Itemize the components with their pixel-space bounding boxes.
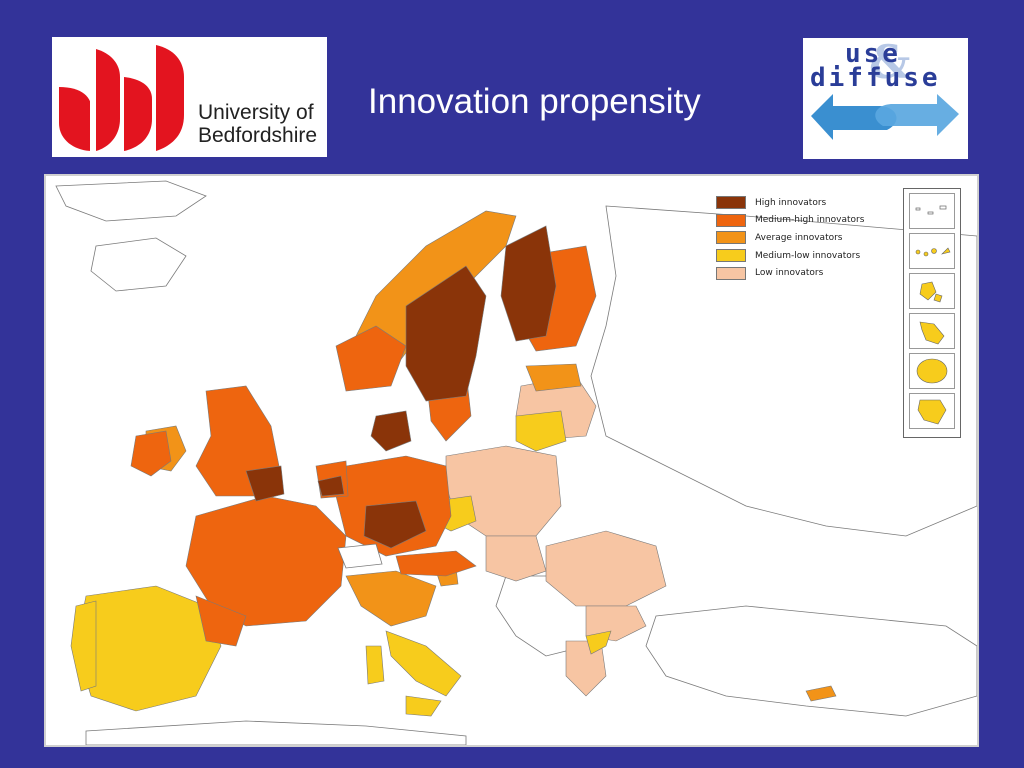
- inset-guadeloupe: [909, 273, 955, 309]
- turkey-region: [645, 605, 977, 717]
- use-diffuse-arrow-mark: &: [811, 38, 959, 140]
- logo-word-diffuse: diffuse: [810, 63, 941, 93]
- legend-item-average: Average innovators: [716, 229, 886, 247]
- legend-label: Low innovators: [755, 268, 824, 279]
- use-diffuse-logo: & use diffuse: [803, 38, 968, 159]
- region-norway-south: [335, 325, 407, 392]
- legend-swatch: [716, 213, 746, 227]
- inset-canaries: [909, 233, 955, 269]
- region-netherlands-part: [317, 475, 345, 497]
- inset-martinique: [909, 313, 955, 349]
- slide-title: Innovation propensity: [368, 82, 701, 121]
- region-sicily: [405, 695, 442, 717]
- russia-region: [590, 205, 977, 537]
- legend-label: High innovators: [755, 197, 827, 208]
- region-finland: [500, 225, 557, 342]
- region-france: [185, 495, 347, 627]
- europe-innovation-map: High innovators Medium-high innovators A…: [44, 174, 979, 747]
- region-romania: [545, 530, 667, 607]
- region-bulgaria: [585, 605, 647, 642]
- region-southeast-england: [245, 465, 285, 502]
- legend-swatch: [716, 231, 746, 245]
- legend-item-low: Low innovators: [716, 264, 886, 282]
- university-name-line2: Bedfordshire: [198, 124, 318, 147]
- inset-reunion: [909, 353, 955, 389]
- legend-label: Medium-high innovators: [755, 215, 865, 226]
- region-austria: [395, 550, 477, 577]
- region-denmark: [370, 410, 412, 452]
- university-logo-mark: [59, 45, 184, 151]
- university-logo: University of Bedfordshire: [52, 37, 327, 157]
- region-greece-west: [585, 630, 612, 655]
- region-sardinia: [365, 645, 385, 685]
- university-name-line1: University of: [198, 101, 314, 124]
- legend-swatch: [716, 249, 746, 263]
- legend-item-medium-low: Medium-low innovators: [716, 247, 886, 265]
- region-lithuania: [515, 410, 567, 452]
- region-estonia: [525, 363, 582, 392]
- europe-map-svg: [46, 176, 977, 745]
- region-ireland: [130, 430, 172, 477]
- legend-swatch: [716, 266, 746, 280]
- svg-text:&: &: [869, 38, 911, 89]
- region-switzerland: [337, 543, 383, 569]
- region-cyprus: [805, 685, 837, 702]
- legend-swatch: [716, 196, 746, 210]
- region-portugal: [70, 600, 97, 692]
- logo-word-use: use: [845, 39, 901, 69]
- inset-guyane: [909, 393, 955, 429]
- region-italy-north: [345, 570, 437, 627]
- legend-label: Average innovators: [755, 232, 843, 243]
- region-sweden: [405, 265, 487, 402]
- region-south-germany: [363, 500, 427, 549]
- greenland-edge: [55, 180, 207, 222]
- region-italy-south: [385, 630, 462, 697]
- region-spain-northeast: [195, 595, 247, 647]
- iceland: [90, 237, 187, 292]
- legend-item-high: High innovators: [716, 194, 886, 212]
- legend-item-medium-high: Medium-high innovators: [716, 212, 886, 230]
- inset-azores: [909, 193, 955, 229]
- outermost-regions-insets: [903, 188, 961, 438]
- north-africa-region: [85, 720, 467, 745]
- legend-label: Medium-low innovators: [755, 250, 861, 261]
- map-legend: High innovators Medium-high innovators A…: [716, 194, 886, 282]
- region-hungary-slovakia: [485, 535, 547, 582]
